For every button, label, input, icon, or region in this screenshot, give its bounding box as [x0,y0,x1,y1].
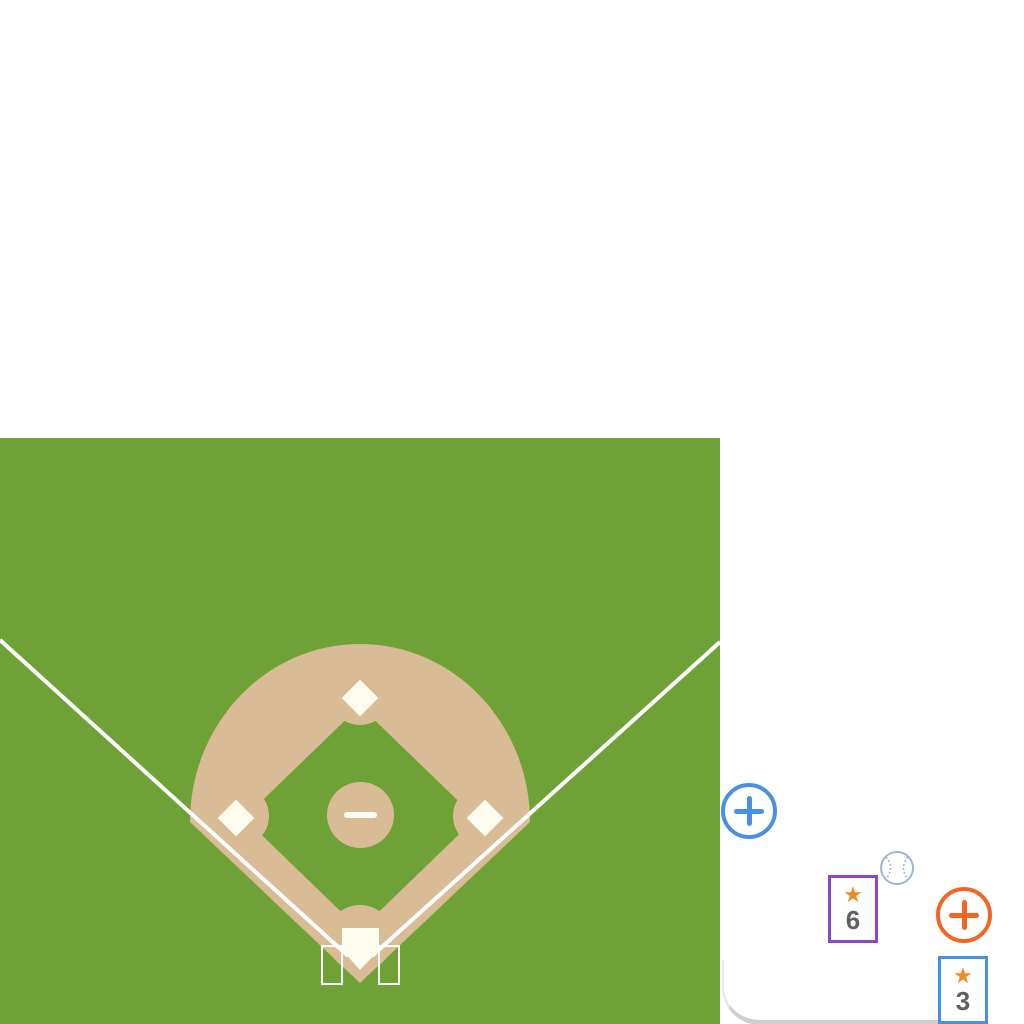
star-icon: ★ [953,963,973,988]
player-number: 3 [955,986,971,1016]
panel-bottom-edge [722,960,944,1024]
home-plate[interactable] [342,928,379,970]
second-base[interactable] [341,679,379,717]
foul-line-left [0,638,350,958]
batters-box-right [378,945,400,985]
star-icon: ★ [843,882,863,907]
add-player-orange-button[interactable] [936,887,992,943]
first-base[interactable] [466,799,504,837]
player-card[interactable]: ★ 6 [828,875,878,943]
player-card[interactable]: ★ 3 [938,956,988,1024]
zoom-out-button[interactable] [327,782,394,848]
baseball-icon[interactable] [878,849,916,887]
foul-line-right [370,640,720,958]
third-base[interactable] [217,799,255,837]
batters-box-left [321,945,343,985]
add-player-blue-button[interactable] [721,783,777,839]
player-number: 6 [845,905,861,935]
baseball-field [0,438,720,1024]
